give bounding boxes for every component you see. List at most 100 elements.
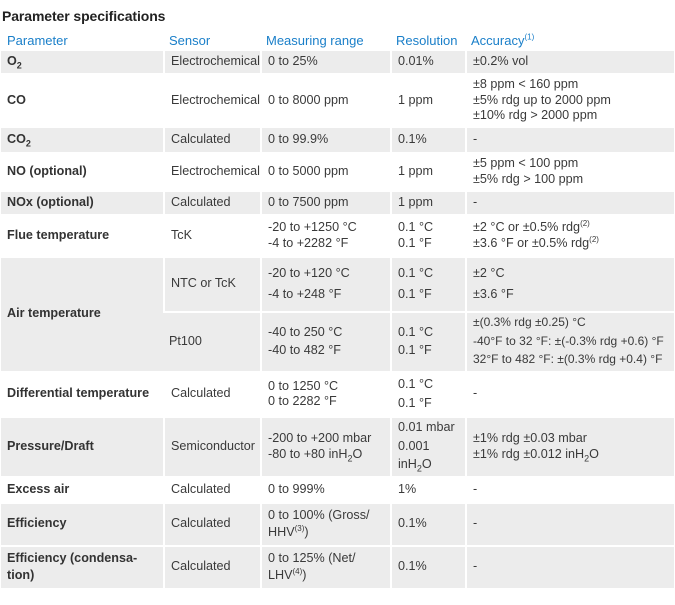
table-row: NO (optional) Electrochemical 0 to 5000 … <box>1 153 674 192</box>
accuracy-line: ±1% rdg ±0.03 mbar <box>473 431 587 445</box>
resolution-cell: 1 ppm <box>390 153 465 192</box>
header-accuracy-label: Accuracy <box>471 32 525 48</box>
accuracy-cell: ±2 °C or ±0.5% rdg(2) ±3.6 °F or ±0.5% r… <box>465 215 674 258</box>
resolution-cell: 0.1% <box>390 127 465 154</box>
accuracy-line: ±(0.3% rdg ±0.25) °C <box>473 315 586 330</box>
range-line: -40 to 482 °F <box>268 342 341 357</box>
accuracy-text: ±1% rdg ±0.012 inH <box>473 446 585 461</box>
resolution-line: 0.1 °F <box>398 235 432 250</box>
range-line: -40 to 250 °C <box>268 325 343 339</box>
range-cell: -40 to 250 °C -40 to 482 °F <box>260 312 390 373</box>
range-cell: -200 to +200 mbar -80 to +80 inH2O <box>260 417 390 478</box>
footnote-1: (1) <box>524 32 535 42</box>
accuracy-text: ±2 °C or ±0.5% rdg <box>473 220 581 234</box>
resolution-line: 0.1 °F <box>398 286 432 301</box>
page-title: Parameter specifications <box>2 8 166 24</box>
accuracy-line: ±8 ppm < 160 ppm <box>473 77 579 91</box>
range-text: -80 to +80 inH <box>268 446 348 461</box>
table-row: Pt100 -40 to 250 °C -40 to 482 °F 0.1 °C… <box>1 312 674 373</box>
resolution-cell: 0.1% <box>390 546 465 590</box>
param-cell: Differential temperature <box>1 372 163 418</box>
resolution-line: 0.1 °C <box>398 325 434 339</box>
sensor-cell: Electrochemical <box>163 51 260 75</box>
param-subscript: 2 <box>25 138 31 149</box>
param-cell: CO <box>1 75 163 128</box>
subscript: 2 <box>347 453 353 464</box>
resolution-line: 0.1 °F <box>398 395 432 410</box>
param-line: tion) <box>7 568 35 582</box>
sensor-cell: Calculated <box>163 477 260 504</box>
range-cell: 0 to 1250 °C 0 to 2282 °F <box>260 372 390 418</box>
resolution-cell: 0.1% <box>390 503 465 547</box>
table-row: Flue temperature TcK -20 to +1250 °C -4 … <box>1 215 674 258</box>
range-cell: 0 to 99.9% <box>260 127 390 154</box>
range-line: HHV(3)) <box>268 523 390 541</box>
sensor-cell: Electrochemical <box>163 153 260 192</box>
resolution-cell: 1 ppm <box>390 191 465 216</box>
footnote-4: (4) <box>292 566 303 576</box>
resolution-cell: 0.1 °C 0.1 °F <box>390 215 465 258</box>
subscript: 2 <box>416 463 422 474</box>
accuracy-text: ±3.6 °F or ±0.5% rdg <box>473 235 590 250</box>
range-cell: 0 to 999% <box>260 477 390 504</box>
resolution-cell: 0.01 mbar 0.001 inH2O <box>390 417 465 478</box>
accuracy-cell: ±(0.3% rdg ±0.25) °C -40°F to 32 °F: ±(-… <box>465 312 674 373</box>
header-sensor: Sensor <box>169 32 211 48</box>
table-row: NOx (optional) Calculated 0 to 7500 ppm … <box>1 191 674 216</box>
param-cell: NOx (optional) <box>1 191 163 216</box>
header-range: Measuring range <box>266 32 364 48</box>
accuracy-line: ±5% rdg > 100 ppm <box>473 171 584 186</box>
accuracy-cell: ±1% rdg ±0.03 mbar ±1% rdg ±0.012 inH2O <box>465 417 674 478</box>
resolution-line: 0.001 <box>398 438 430 453</box>
table-row: O2 Electrochemical 0 to 25% 0.01% ±0.2% … <box>1 51 674 75</box>
footnote-3: (3) <box>294 523 305 533</box>
sensor-cell: Calculated <box>163 503 260 547</box>
subscript: 2 <box>584 453 590 464</box>
accuracy-cell: - <box>465 127 674 154</box>
accuracy-cell: - <box>465 503 674 547</box>
resolution-line: 0.1 °C <box>398 266 434 280</box>
accuracy-cell: - <box>465 191 674 216</box>
table-row: CO2 Calculated 0 to 99.9% 0.1% - <box>1 127 674 154</box>
table-row: Air temperature NTC or TcK -20 to +120 °… <box>1 257 674 373</box>
accuracy-line: ±3.6 °F or ±0.5% rdg(2) <box>473 235 674 252</box>
range-text: ) <box>302 568 307 582</box>
range-text: LHV <box>268 568 293 582</box>
table-row: Efficiency (condensa- tion) Calculated 0… <box>1 546 674 590</box>
accuracy-cell: ±0.2% vol <box>465 51 674 75</box>
resolution-line: inH2O <box>398 457 465 473</box>
param-cell: Pressure/Draft <box>1 417 163 478</box>
range-line: -80 to +80 inH2O <box>268 447 390 463</box>
range-line: 0 to 125% (Net/ <box>268 550 356 565</box>
accuracy-line: ±1% rdg ±0.012 inH2O <box>473 447 674 463</box>
param-label: O <box>7 54 17 69</box>
param-cell: CO2 <box>1 127 163 154</box>
range-line: LHV(4)) <box>268 566 390 584</box>
param-cell: NO (optional) <box>1 153 163 192</box>
resolution-line: 0.1 °F <box>398 342 432 357</box>
range-text: ) <box>304 525 309 539</box>
table-row: Pressure/Draft Semiconductor -200 to +20… <box>1 417 674 478</box>
sensor-cell: Calculated <box>163 546 260 590</box>
range-cell: -20 to +1250 °C -4 to +2282 °F <box>260 215 390 258</box>
range-line: -200 to +200 mbar <box>268 431 372 445</box>
range-line: -4 to +2282 °F <box>268 235 349 250</box>
resolution-line: 0.1 °C <box>398 220 434 234</box>
param-cell: Air temperature <box>1 257 163 373</box>
range-line: -20 to +120 °C <box>268 266 350 280</box>
sensor-cell: Electrochemical <box>163 75 260 128</box>
accuracy-cell: - <box>465 546 674 590</box>
sensor-cell: Calculated <box>163 127 260 154</box>
range-line: -20 to +1250 °C <box>268 220 357 234</box>
range-cell: -20 to +120 °C -4 to +248 °F <box>260 257 390 313</box>
accuracy-cell: ±5 ppm < 100 ppm ±5% rdg > 100 ppm <box>465 153 674 192</box>
param-subscript: 2 <box>16 60 22 71</box>
accuracy-line: ±10% rdg > 2000 ppm <box>473 108 598 122</box>
accuracy-line: ±3.6 °F <box>473 286 514 301</box>
resolution-line: 0.01 mbar <box>398 420 455 435</box>
accuracy-line: ±5% rdg up to 2000 ppm <box>473 92 611 107</box>
param-cell: O2 <box>1 51 163 75</box>
sensor-cell: Pt100 <box>163 312 260 373</box>
param-label: CO <box>7 131 26 146</box>
